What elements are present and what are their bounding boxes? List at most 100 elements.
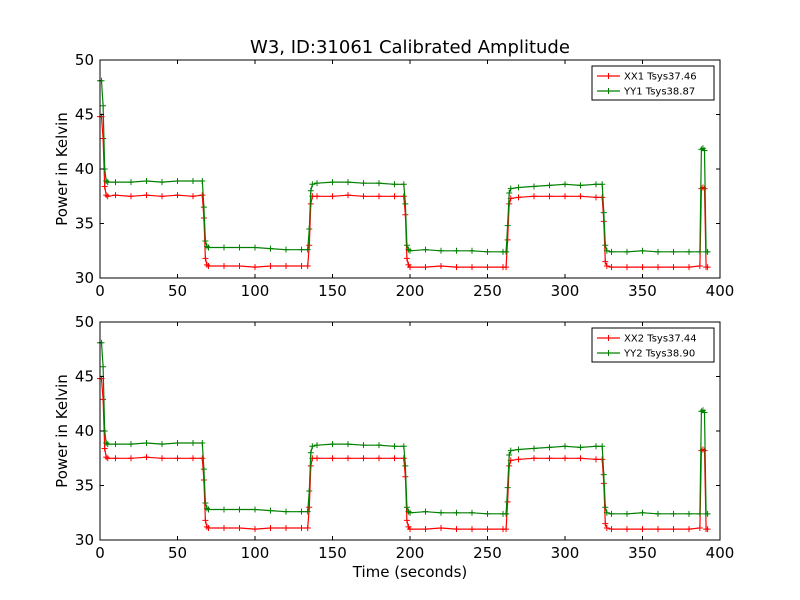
data-point bbox=[236, 263, 243, 270]
x-tick-label: 150 bbox=[318, 544, 347, 562]
data-point bbox=[639, 264, 646, 271]
data-point bbox=[599, 181, 606, 188]
data-point bbox=[200, 466, 207, 473]
x-tick-label: 250 bbox=[473, 544, 502, 562]
data-point bbox=[639, 509, 646, 516]
data-point bbox=[562, 443, 568, 450]
x-tick-label: 50 bbox=[168, 544, 187, 562]
legend: XX1 Tsys37.46 YY1 Tsys38.87 bbox=[591, 65, 715, 101]
data-point bbox=[298, 246, 305, 253]
data-point bbox=[639, 526, 646, 533]
data-point bbox=[104, 179, 111, 186]
data-point bbox=[159, 193, 165, 200]
data-point bbox=[600, 209, 607, 216]
y-tick-label: 35 bbox=[75, 477, 94, 495]
y-tick-label: 40 bbox=[75, 422, 94, 440]
data-point bbox=[360, 455, 367, 462]
data-point bbox=[507, 185, 514, 192]
data-point bbox=[655, 264, 661, 271]
data-point bbox=[422, 264, 429, 271]
data-point bbox=[602, 504, 609, 511]
data-point bbox=[205, 525, 212, 532]
data-point bbox=[159, 455, 165, 462]
data-point bbox=[159, 441, 165, 448]
data-point bbox=[143, 439, 150, 446]
chart-title: W3, ID:31061 Calibrated Amplitude bbox=[250, 37, 570, 58]
series-line bbox=[100, 80, 708, 253]
data-point bbox=[283, 508, 289, 515]
x-tick-label: 100 bbox=[241, 282, 270, 300]
data-point bbox=[298, 263, 305, 270]
legend-marker bbox=[605, 73, 612, 79]
data-point bbox=[403, 255, 410, 262]
legend-marker bbox=[605, 350, 612, 356]
data-point bbox=[304, 263, 311, 270]
data-point bbox=[329, 179, 336, 186]
data-point bbox=[602, 242, 609, 249]
data-point bbox=[403, 517, 410, 524]
data-point bbox=[100, 363, 107, 370]
data-point bbox=[101, 445, 108, 452]
data-point bbox=[704, 510, 711, 517]
data-point bbox=[205, 263, 212, 270]
data-point bbox=[221, 525, 227, 532]
x-tick-label: 250 bbox=[473, 282, 502, 300]
data-point bbox=[603, 263, 610, 270]
data-point bbox=[306, 487, 313, 494]
y-axis-label: Power in Kelvin bbox=[53, 374, 71, 488]
data-point bbox=[400, 455, 407, 462]
data-point bbox=[531, 455, 537, 462]
data-point bbox=[314, 193, 320, 200]
data-point bbox=[112, 179, 119, 186]
data-point bbox=[453, 247, 460, 254]
data-point bbox=[100, 102, 107, 109]
data-point bbox=[531, 193, 537, 200]
x-tick-label: 400 bbox=[706, 544, 735, 562]
data-point bbox=[345, 179, 351, 186]
data-point bbox=[345, 455, 351, 462]
data-point bbox=[624, 264, 630, 271]
data-point bbox=[655, 248, 661, 255]
x-axis-label: Time (seconds) bbox=[352, 563, 468, 581]
data-point bbox=[701, 147, 708, 154]
x-tick-label: 50 bbox=[168, 282, 187, 300]
data-point bbox=[506, 189, 513, 196]
data-point bbox=[199, 192, 206, 199]
data-point bbox=[704, 526, 711, 533]
data-point bbox=[504, 222, 511, 229]
y-tick-label: 30 bbox=[75, 269, 94, 287]
legend-box bbox=[591, 65, 715, 101]
data-point bbox=[236, 244, 243, 251]
data-point bbox=[515, 194, 522, 201]
data-point bbox=[360, 193, 367, 200]
data-point bbox=[283, 263, 289, 270]
y-tick-label: 50 bbox=[75, 313, 94, 331]
data-point bbox=[306, 225, 313, 232]
data-point bbox=[600, 471, 607, 478]
data-point bbox=[696, 510, 703, 517]
data-point bbox=[546, 455, 553, 462]
data-point bbox=[704, 264, 711, 271]
data-point bbox=[400, 181, 407, 188]
data-point bbox=[670, 248, 677, 255]
data-point bbox=[329, 455, 336, 462]
data-point bbox=[603, 509, 610, 516]
series-line bbox=[100, 342, 708, 515]
data-point bbox=[304, 508, 311, 515]
data-point bbox=[345, 441, 351, 448]
x-tick-label: 150 bbox=[318, 282, 347, 300]
data-point bbox=[599, 456, 606, 463]
data-point bbox=[515, 446, 522, 453]
data-point bbox=[504, 498, 511, 505]
data-point bbox=[128, 193, 134, 200]
data-point bbox=[515, 456, 522, 463]
panel-bottom: 0 50 100 150 200 250 300 350 400 30 35 40 45 50 Power … bbox=[53, 313, 734, 562]
data-point bbox=[306, 504, 313, 511]
legend: XX2 Tsys37.44 YY2 Tsys38.90 bbox=[591, 327, 715, 363]
data-point bbox=[562, 455, 568, 462]
data-point bbox=[252, 506, 258, 513]
data-point bbox=[400, 193, 407, 200]
data-point bbox=[624, 526, 630, 533]
data-point bbox=[670, 264, 677, 271]
